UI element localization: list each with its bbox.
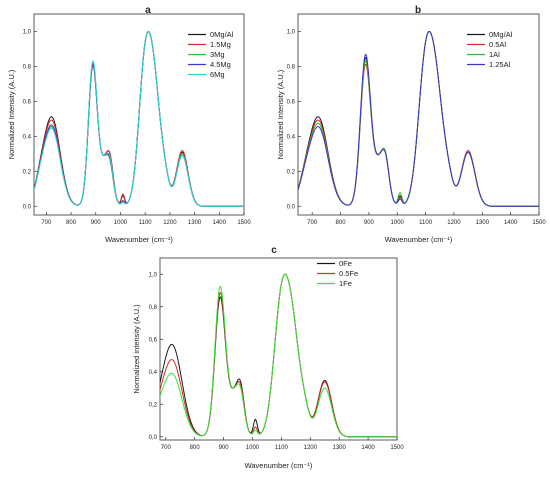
legend-entry: 1Al bbox=[489, 50, 500, 59]
x-tick-label: 700 bbox=[161, 445, 172, 451]
y-axis-label: Normalized intensity (A.U.) bbox=[132, 304, 141, 394]
x-tick-label: 900 bbox=[364, 220, 375, 226]
x-axis-label: Wavenumber (cm⁻¹) bbox=[385, 235, 453, 244]
y-tick-label: 0.4 bbox=[287, 134, 296, 140]
x-tick-label: 1100 bbox=[139, 220, 153, 226]
x-tick-label: 700 bbox=[307, 220, 318, 226]
panel-label: b bbox=[415, 5, 421, 16]
legend-entry: 0Mg/Al bbox=[489, 30, 513, 39]
legend-entry: 0.5Fe bbox=[339, 269, 358, 278]
x-tick-label: 1500 bbox=[390, 445, 404, 451]
legend-entry: 6Mg bbox=[210, 70, 225, 79]
y-tick-label: 0.2 bbox=[23, 169, 32, 175]
chart-panel-b: b 700 800 900 1000 1100 1200 1300 1400 1500 0.0 0.2… bbox=[276, 5, 546, 244]
x-tick-label: 1000 bbox=[391, 220, 405, 226]
legend-entry: 0.5Al bbox=[489, 40, 506, 49]
x-tick-label: 1400 bbox=[504, 220, 518, 226]
legend-entry: 1Fe bbox=[339, 279, 352, 288]
x-tick-label: 1400 bbox=[361, 445, 375, 451]
x-tick-label: 1200 bbox=[304, 445, 318, 451]
x-tick-label: 1000 bbox=[114, 220, 128, 226]
legend-entry: 3Mg bbox=[210, 50, 225, 59]
legend-entry: 0Mg/Al bbox=[210, 30, 234, 39]
x-axis-label: Wavenumber (cm⁻¹) bbox=[245, 461, 313, 470]
x-tick-label: 900 bbox=[91, 220, 102, 226]
x-tick-label: 800 bbox=[336, 220, 347, 226]
x-tick-label: 1500 bbox=[237, 220, 251, 226]
panel-label: a bbox=[145, 5, 151, 16]
legend-entry: 0Fe bbox=[339, 259, 352, 268]
x-tick-label: 1300 bbox=[188, 220, 202, 226]
x-tick-label: 1300 bbox=[333, 445, 347, 451]
y-axis-label: Normalized Intensity (A.U.) bbox=[7, 69, 16, 159]
x-tick-label: 700 bbox=[41, 220, 52, 226]
legend-entry: 1.25Al bbox=[489, 60, 511, 69]
y-tick-label: 0.4 bbox=[23, 134, 32, 140]
legend-entry: 4.5Mg bbox=[210, 60, 231, 69]
y-tick-label: 0.6 bbox=[287, 99, 296, 105]
x-tick-label: 1300 bbox=[476, 220, 490, 226]
series-line-1fe bbox=[160, 273, 397, 438]
y-tick-label: 0,8 bbox=[149, 305, 158, 311]
x-axis-label: Wavenumber (cm⁻¹) bbox=[105, 235, 173, 244]
y-tick-label: 0.8 bbox=[287, 64, 296, 70]
x-tick-label: 1200 bbox=[163, 220, 177, 226]
x-tick-label: 1000 bbox=[246, 445, 260, 451]
y-tick-label: 0,6 bbox=[149, 337, 158, 343]
y-axis-label: Normalized Intensity (A.U.) bbox=[276, 69, 285, 159]
y-tick-label: 0,2 bbox=[149, 402, 158, 408]
x-tick-label: 1100 bbox=[419, 220, 433, 226]
x-tick-label: 900 bbox=[219, 445, 230, 451]
series-line-1-25al bbox=[298, 30, 539, 207]
y-tick-label: 0.6 bbox=[23, 99, 32, 105]
y-tick-label: 1,0 bbox=[149, 272, 158, 278]
chart-panel-a: a 700 800 900 1000 1100 1200 1300 1400 1500 0.0 0.2… bbox=[7, 5, 251, 244]
legend-entry: 1.5Mg bbox=[210, 40, 231, 49]
y-tick-label: 0.0 bbox=[287, 204, 296, 210]
y-tick-label: 1.0 bbox=[287, 29, 296, 35]
y-tick-label: 0.0 bbox=[23, 204, 32, 210]
x-tick-label: 1100 bbox=[275, 445, 289, 451]
y-tick-label: 0,0 bbox=[149, 435, 158, 441]
x-tick-label: 1200 bbox=[447, 220, 461, 226]
y-tick-label: 1.0 bbox=[23, 29, 32, 35]
x-tick-label: 1500 bbox=[532, 220, 546, 226]
panel-label: c bbox=[271, 245, 277, 256]
x-tick-label: 1400 bbox=[213, 220, 227, 226]
chart-panel-c: c 700 800 900 1000 1100 1200 1300 1400 1500 0,0 0,2… bbox=[132, 245, 404, 470]
x-tick-label: 800 bbox=[66, 220, 77, 226]
series-line-6mg bbox=[34, 30, 244, 207]
plot-frame bbox=[159, 257, 398, 441]
y-tick-label: 0,4 bbox=[149, 370, 158, 376]
y-tick-label: 0.8 bbox=[23, 64, 32, 70]
x-tick-label: 800 bbox=[190, 445, 201, 451]
y-tick-label: 0.2 bbox=[287, 169, 296, 175]
